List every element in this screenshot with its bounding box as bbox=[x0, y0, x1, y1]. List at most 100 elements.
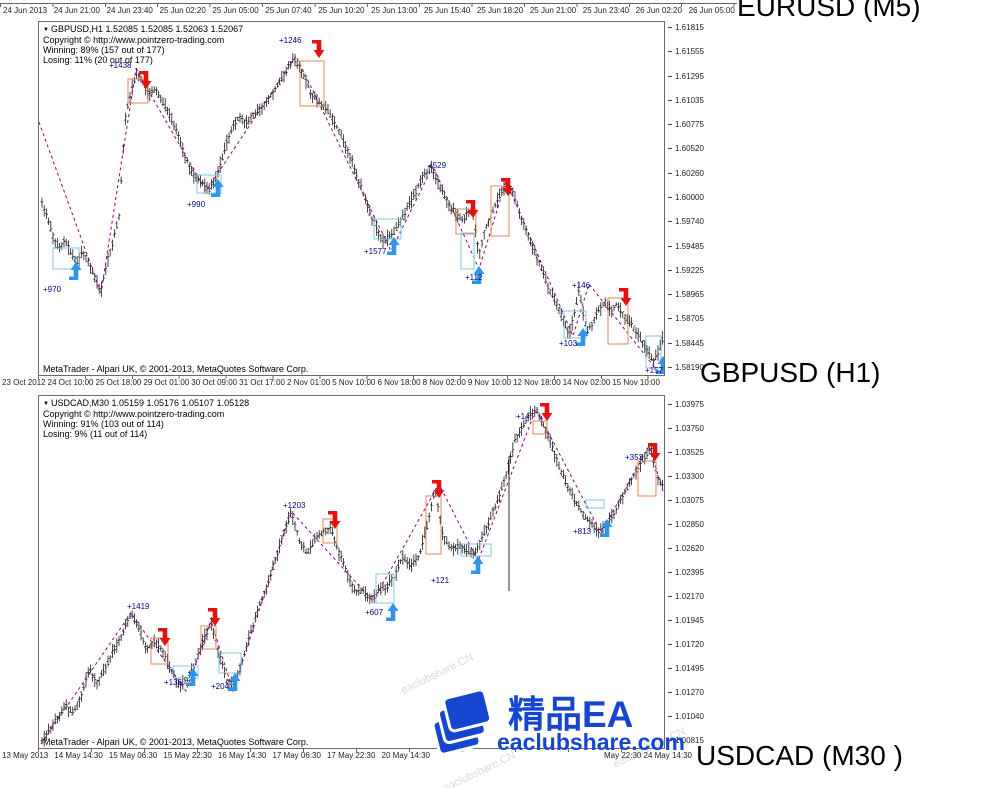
price-label: 1.03975 bbox=[668, 401, 723, 409]
chart-losing-stat: Losing: 11% (20 out of 177) bbox=[43, 55, 153, 65]
date-label: 14 May 14:30 bbox=[54, 751, 103, 760]
buy-arrow-icon bbox=[387, 237, 400, 255]
sell-arrow-icon bbox=[432, 480, 445, 498]
price-label: 1.02395 bbox=[668, 569, 723, 577]
price-label: 1.61295 bbox=[668, 72, 723, 81]
chart-winning-stat: Winning: 89% (157 out of 177) bbox=[43, 45, 165, 55]
price-label: 1.60520 bbox=[668, 145, 723, 153]
date-label: 9 Nov 10:00 bbox=[467, 378, 511, 387]
signal-profit-label: +157 bbox=[645, 366, 664, 375]
price-label: 1.03300 bbox=[668, 473, 723, 481]
sell-arrow-icon bbox=[312, 40, 325, 58]
price-label: 1.58190 bbox=[668, 363, 723, 372]
chart-winning-stat: Winning: 91% (103 out of 114) bbox=[43, 419, 164, 429]
sell-arrow-icon bbox=[466, 200, 479, 218]
date-label: 13 May 2013 bbox=[2, 751, 49, 760]
chart-dropdown-icon[interactable]: ▼ bbox=[43, 27, 49, 33]
date-label: 20 May 14:30 bbox=[381, 751, 430, 760]
buy-arrow-icon bbox=[69, 262, 82, 280]
date-label: 5 Nov 10:00 bbox=[332, 378, 376, 387]
date-label: 25 Jun 07:40 bbox=[265, 6, 312, 15]
date-label: 2 Nov 01:00 bbox=[287, 378, 331, 387]
sell-arrow-icon bbox=[619, 288, 632, 306]
price-label: 1.02620 bbox=[668, 545, 723, 553]
price-label: 1.61815 bbox=[668, 24, 723, 32]
gbpusd-price-axis: 1.61815 1.61555 1.61295 1.61035 1.60775 1.605… bbox=[668, 24, 723, 372]
sell-arrow-icon bbox=[648, 443, 661, 461]
date-label: 8 Nov 02:00 bbox=[422, 378, 466, 387]
buy-arrow-icon bbox=[656, 356, 664, 374]
watermark-brand: 精品EA bbox=[508, 694, 634, 735]
signal-profit-label: +1419 bbox=[127, 602, 150, 611]
signal-profit-label: +1203 bbox=[283, 501, 306, 510]
gbpusd-symbol-label: GBPUSD (H1) bbox=[700, 357, 881, 388]
price-label: 1.59740 bbox=[668, 218, 723, 226]
price-label: 1.58705 bbox=[668, 315, 723, 323]
signal-profit-label: +607 bbox=[365, 608, 384, 617]
sell-arrow-icon bbox=[158, 628, 171, 646]
signal-profit-label: +970 bbox=[43, 285, 62, 294]
usdcad-chart-panel[interactable]: +1419 +136 +204 +1203 +607 +121 +14 +813 +353 ▼ U… bbox=[38, 395, 665, 749]
price-label: 1.58445 bbox=[668, 339, 723, 348]
date-label: 15 Nov 10:00 bbox=[612, 378, 660, 387]
usdcad-date-axis-right: May 22:30 24 May 14:30 bbox=[604, 751, 692, 760]
date-label: May 22:30 bbox=[604, 751, 642, 760]
chart-copyright: Copyright © http://www.pointzero-trading… bbox=[43, 35, 225, 45]
eurusd-date-axis: 24 Jun 2013 24 Jun 21:00 24 Jun 23:40 25 Ju… bbox=[3, 6, 735, 15]
date-label: 24 Jun 21:00 bbox=[53, 6, 100, 15]
date-label: 23 Oct 2012 bbox=[2, 378, 46, 387]
chart-dropdown-icon[interactable]: ▼ bbox=[43, 401, 49, 407]
signal-profit-label: +112 bbox=[465, 273, 483, 282]
price-label: 1.01040 bbox=[668, 713, 723, 721]
date-label: 25 Jun 10:20 bbox=[318, 6, 365, 15]
price-label: 1.03750 bbox=[668, 425, 723, 433]
buy-arrow-icon bbox=[211, 179, 224, 197]
price-label: 1.60000 bbox=[668, 193, 723, 202]
gbpusd-chart-panel[interactable]: +970 +1438 +990 +1246 +1577 +529 +112 +146 +103 +… bbox=[38, 21, 665, 376]
price-label: 1.59485 bbox=[668, 242, 723, 251]
price-label: 1.61555 bbox=[668, 48, 723, 56]
signal-profit-label: +103 bbox=[559, 339, 578, 348]
buy-arrow-icon bbox=[600, 519, 613, 537]
price-label: 1.59225 bbox=[668, 266, 723, 275]
date-label: 24 Oct 10:00 bbox=[47, 378, 94, 387]
date-label: 25 Jun 02:20 bbox=[159, 6, 206, 15]
date-label: 26 Jun 05:00 bbox=[688, 6, 735, 15]
signal-profit-label: +121 bbox=[431, 576, 450, 585]
signal-profit-label: +14 bbox=[516, 412, 530, 421]
date-label: 25 Jun 18:20 bbox=[476, 6, 524, 15]
metatrader-credit: MetaTrader - Alpari UK, © 2001-2013, Met… bbox=[43, 364, 309, 374]
signal-profit-label: +146 bbox=[572, 281, 591, 290]
date-label: 12 Nov 18:00 bbox=[513, 378, 561, 387]
sell-arrow-icon bbox=[540, 403, 553, 421]
date-label: 24 Jun 23:40 bbox=[106, 6, 153, 15]
date-label: 31 Oct 17:00 bbox=[239, 378, 285, 387]
chart-copyright: Copyright © http://www.pointzero-trading… bbox=[43, 409, 225, 419]
price-label: 1.61035 bbox=[668, 96, 723, 105]
price-label: 1.01720 bbox=[668, 641, 723, 649]
eurusd-axis-ticks bbox=[0, 3, 737, 7]
price-label: 1.01945 bbox=[668, 617, 723, 625]
usdcad-chart-canvas[interactable]: +1419 +136 +204 +1203 +607 +121 +14 +813 +353 bbox=[39, 396, 664, 748]
price-label: 1.00815 bbox=[668, 737, 723, 745]
date-label: 17 May 06:30 bbox=[272, 751, 321, 760]
usdcad-date-ticks bbox=[38, 748, 663, 752]
signal-profit-label: +1577 bbox=[364, 247, 387, 256]
eurusd-symbol-label: EURUSD (M5) bbox=[737, 0, 921, 22]
price-label: 1.03075 bbox=[668, 497, 723, 505]
sell-arrow-icon bbox=[208, 608, 221, 626]
price-label: 1.02850 bbox=[668, 521, 723, 529]
price-label: 1.03525 bbox=[668, 449, 723, 457]
date-label: 25 Jun 21:00 bbox=[529, 6, 577, 15]
date-label: 15 May 06:30 bbox=[108, 751, 158, 760]
date-label: 15 May 22:30 bbox=[163, 751, 212, 760]
gbpusd-chart-canvas[interactable]: +970 +1438 +990 +1246 +1577 +529 +112 +146 +103 +… bbox=[39, 22, 664, 375]
stacked-pages-icon bbox=[430, 688, 502, 756]
buy-arrow-icon bbox=[386, 603, 399, 621]
date-label: 29 Oct 01:00 bbox=[143, 378, 190, 387]
watermark-site: eaclubshare.com bbox=[497, 729, 685, 755]
date-label: 16 May 14:30 bbox=[217, 751, 267, 760]
price-label: 1.01495 bbox=[668, 665, 723, 673]
chart-losing-stat: Losing: 9% (11 out of 114) bbox=[43, 429, 148, 439]
